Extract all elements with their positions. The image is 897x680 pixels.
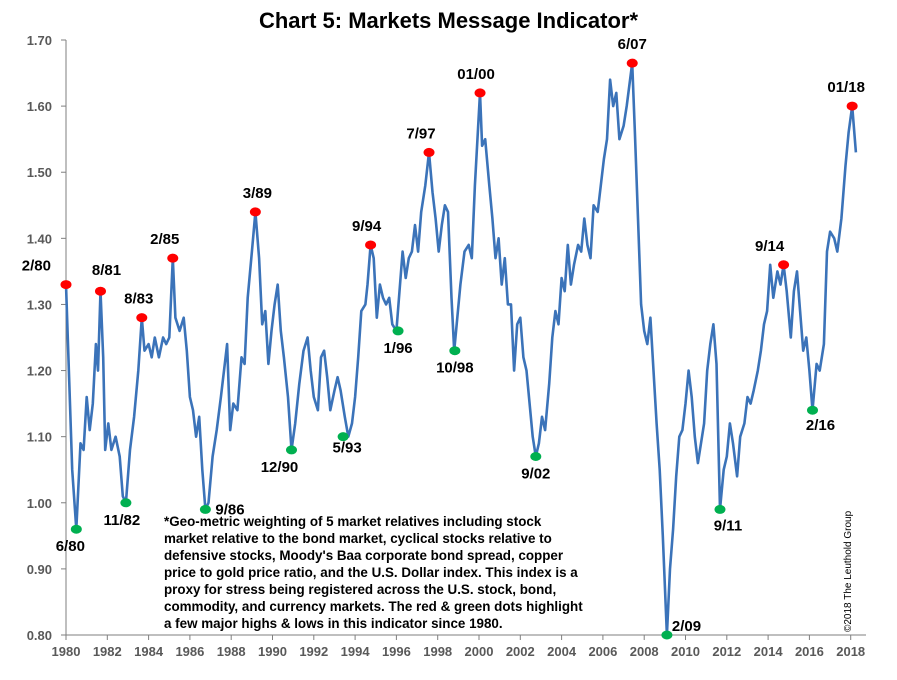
low-marker	[807, 405, 819, 415]
low-label: 10/98	[436, 360, 474, 377]
markers-layer: 2/80 8/818/83 2/85 3/89 9/94 7/97 01/00 6/07 9/1…	[22, 36, 865, 640]
footnote: *Geo-metric weighting of 5 market relati…	[164, 514, 583, 631]
x-tick-label: 2012	[712, 644, 741, 659]
y-tick-label: 1.20	[27, 364, 52, 379]
x-tick-label: 1988	[217, 644, 246, 659]
low-label: 12/90	[261, 459, 299, 476]
low-marker	[449, 346, 461, 356]
low-label: 9/02	[521, 466, 550, 483]
high-marker	[778, 260, 790, 270]
high-label: 7/97	[406, 125, 435, 142]
high-label: 8/81	[92, 262, 121, 279]
low-marker	[70, 524, 82, 534]
high-label: 8/83	[124, 291, 153, 308]
x-tick-label: 1980	[52, 644, 81, 659]
high-marker	[60, 280, 72, 290]
low-marker	[392, 326, 404, 336]
high-label: 6/07	[618, 36, 647, 53]
high-marker	[626, 58, 638, 68]
low-marker	[530, 452, 542, 461]
y-tick-label: 0.80	[27, 628, 52, 643]
x-tick-label: 1998	[423, 644, 452, 659]
high-marker	[249, 207, 261, 217]
low-label: 6/80	[56, 538, 85, 555]
x-tick-label: 2000	[465, 644, 494, 659]
x-tick-label: 2010	[671, 644, 700, 659]
low-label: 1/96	[383, 340, 412, 357]
y-tick-label: 0.90	[27, 562, 52, 577]
low-label: 2/09	[672, 618, 701, 635]
x-tick-label: 1992	[299, 644, 328, 659]
axes: 0.80 0.90 1.00 1.10 1.20 1.30 1.40 1.50 1.60 1.70…	[27, 33, 866, 659]
low-marker	[286, 445, 298, 455]
high-marker	[474, 88, 486, 98]
high-marker	[94, 286, 106, 296]
high-marker	[423, 147, 435, 157]
high-marker	[136, 313, 148, 323]
low-marker	[120, 498, 132, 508]
high-marker	[846, 101, 858, 111]
low-marker	[199, 504, 211, 514]
x-tick-label: 1994	[341, 644, 371, 659]
series-line-0	[64, 61, 858, 637]
x-tick-label: 2018	[836, 644, 865, 659]
x-tick-label: 2004	[547, 644, 577, 659]
low-label: 5/93	[333, 440, 362, 457]
high-label: 01/18	[827, 79, 865, 96]
x-tick-label: 2008	[630, 644, 659, 659]
low-marker	[661, 630, 673, 640]
x-tick-label: 2014	[754, 644, 784, 659]
high-marker	[365, 240, 377, 250]
low-label: 11/82	[104, 512, 141, 529]
low-label: 9/86	[215, 501, 244, 518]
x-tick-label: 2006	[588, 644, 617, 659]
x-tick-label: 2002	[506, 644, 535, 659]
high-label: 3/89	[243, 185, 272, 202]
x-tick-label: 1982	[93, 644, 122, 659]
y-tick-label: 1.40	[27, 231, 52, 246]
y-tick-label: 1.50	[27, 165, 52, 180]
x-tick-label: 1990	[258, 644, 287, 659]
y-tick-label: 1.70	[27, 33, 52, 48]
high-label: 2/80	[22, 258, 51, 275]
low-label: 2/16	[806, 417, 835, 434]
y-tick-label: 1.30	[27, 297, 52, 312]
low-label: 9/11	[714, 517, 742, 534]
x-tick-label: 1984	[134, 644, 164, 659]
low-marker	[337, 432, 349, 442]
high-label: 2/85	[150, 231, 179, 248]
x-tick-label: 2016	[795, 644, 824, 659]
series-layer	[64, 61, 858, 637]
x-tick-label: 1996	[382, 644, 411, 659]
low-marker	[714, 504, 726, 514]
high-label: 9/14	[755, 238, 785, 255]
y-tick-label: 1.10	[27, 430, 52, 445]
high-label: 9/94	[352, 218, 382, 235]
y-tick-label: 1.60	[27, 99, 52, 114]
y-tick-label: 1.00	[27, 496, 52, 511]
copyright-credit: ©2018 The Leuthold Group	[843, 510, 854, 632]
high-marker	[167, 253, 179, 263]
x-tick-label: 1986	[175, 644, 204, 659]
chart-title: Chart 5: Markets Message Indicator*	[258, 8, 639, 33]
high-label: 01/00	[457, 66, 495, 83]
